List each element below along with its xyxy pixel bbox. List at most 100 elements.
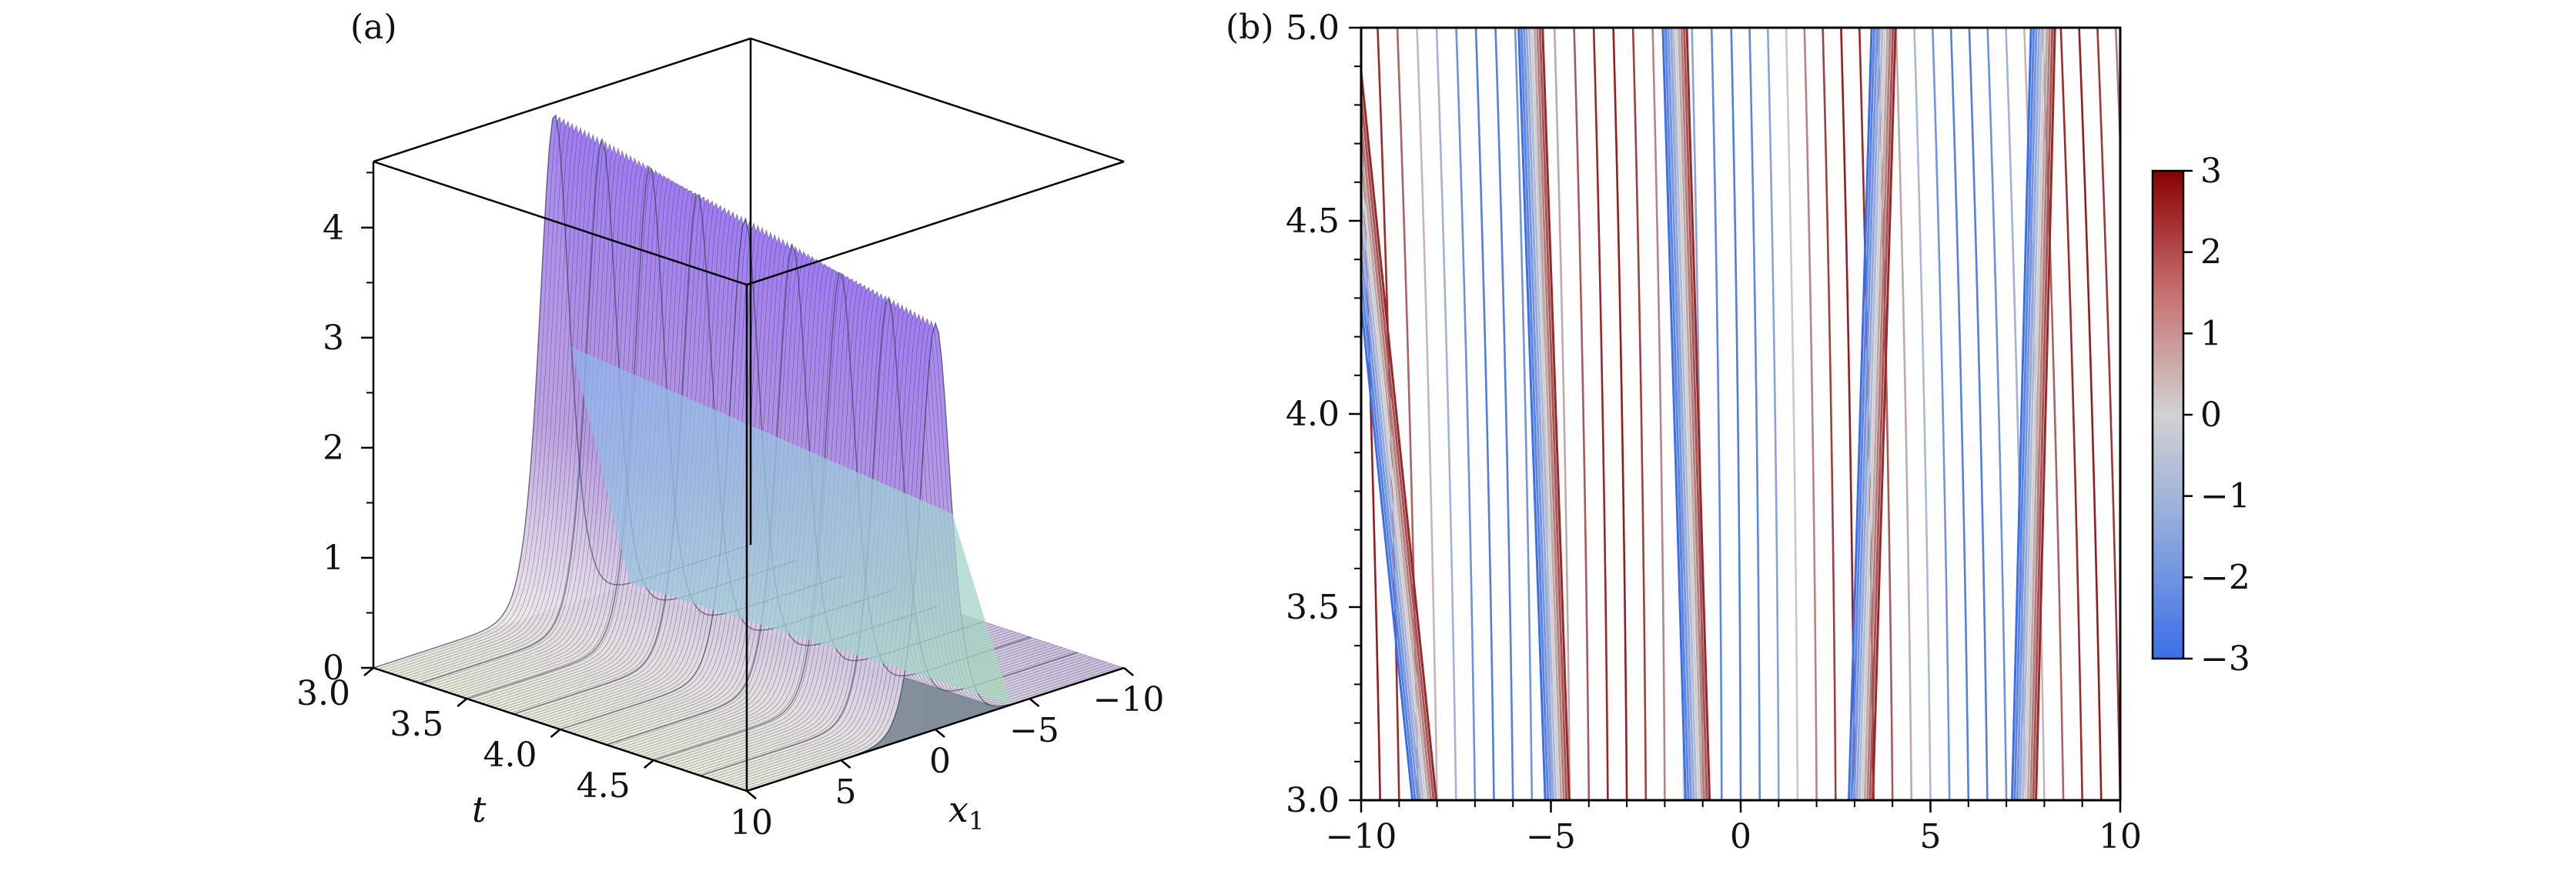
z-tick-label: 0 [323,649,344,688]
contour-lines [1361,28,2120,800]
contour-line [1651,28,1666,800]
contour-line [1785,28,1799,800]
t-tick-label: 4.5 [577,766,631,806]
phase-jump-line [1533,28,1563,800]
phase-jump-line [1669,28,1695,800]
contour-line [1710,28,1723,800]
contour-line [2059,28,2083,800]
phase-jump-line [1517,28,1547,800]
colorbar-tick-label: −3 [2200,639,2250,679]
phase-jump-line [2019,28,2040,800]
phase-jump-line [1674,28,1701,800]
contour-line [1986,28,2008,800]
phase-jump-line [1523,28,1552,800]
phase-jump-line [1531,28,1560,800]
t-tick-label: 3.0 [296,674,350,713]
phase-jump-line [1664,28,1690,800]
x-tick-label: −10 [1326,817,1397,856]
t-tick-label: 3.5 [390,705,443,744]
phase-jump-line [1855,28,1881,800]
y-axis-ticks: 3.0 3.5 4.0 4.5 5.0 [1286,8,1361,820]
y-tick-label: 5.0 [1286,8,1340,48]
phase-jump-line [1848,28,1873,800]
x-tick-label: 0 [929,742,951,781]
phase-jump-line [1863,28,1889,800]
y-tick-label: 4.0 [1286,395,1340,434]
contour-line [1803,28,1818,800]
phase-jump-line [1683,28,1708,800]
contour-line [1748,28,1761,800]
phase-jump-line [1852,28,1878,800]
contour-line [1612,28,1628,800]
contour-line [1932,28,1951,800]
x-tick-mark [746,790,757,799]
phase-jump-line [1685,28,1711,800]
contour-line [1766,28,1780,800]
contour-line [1416,28,1438,800]
colorbar-tick-label: 1 [2200,314,2222,353]
phase-jump-line [2029,28,2051,800]
z-tick-label: 3 [323,319,344,358]
y-tick-label: 4.5 [1286,202,1340,241]
phase-jump-line [2032,28,2054,800]
box-edge [373,160,748,286]
colorbar-tick-label: −2 [2200,558,2250,597]
phase-jump-line [1525,28,1554,800]
box-edge [746,160,1125,286]
phase-jump-line [1667,28,1692,800]
phase-jump-line [1520,28,1550,800]
surface-mesh-line [700,295,1078,776]
panel-b-label: (b) [1226,8,1274,47]
contour-line [1514,28,1534,800]
x-axis-ticks: −10 −5 0 5 10 [1326,800,2142,856]
x-tick-mark [840,759,851,769]
contour-line [1631,28,1648,800]
z-tick-label: 2 [323,429,344,468]
phase-jump-line [1361,292,1414,800]
surface [373,113,1125,792]
z-tick-label: 1 [323,539,344,578]
x-axis-ticks: 10 5 0 −5 −10 [730,667,1164,843]
phase-jump-line [1872,28,1897,800]
t-tick-mark [363,667,374,676]
phase-jump-line [1680,28,1706,800]
colorbar-gradient [2151,169,2185,660]
x-tick-mark [935,729,945,738]
t-tick-mark [457,698,468,707]
panel-a-label: (a) [350,8,397,47]
phase-jump-line [1678,28,1703,800]
phase-jump-line [1361,86,1435,800]
phase-jump-line [2011,28,2032,800]
contour-line [1968,28,1989,800]
contour-line [2096,28,2120,800]
t-axis-ticks: 3.0 3.5 4.0 4.5 [296,667,654,806]
x-tick-label: 5 [1920,817,1942,856]
phase-jump-line [1538,28,1568,800]
colorbar-tick-label: −1 [2200,477,2250,516]
x-axis-label-main: x [948,789,969,830]
phase-jump-line [1527,28,1557,800]
contour-line [2078,28,2103,800]
contour-line [1949,28,1970,800]
phase-jump-line [1868,28,1895,800]
contour-line [1840,28,1856,800]
colorbar-tick-label: 0 [2200,395,2222,435]
contour-line [1592,28,1609,800]
contour-line [1895,28,1913,800]
phase-jump-line [1536,28,1565,800]
surface-back-face [571,347,1011,704]
phase-jump-line [1858,28,1884,800]
phase-jump-line [1866,28,1892,800]
colorbar-ticks: 3 2 1 0 −1 −2 −3 [2183,152,2250,679]
x-tick-mark [1029,698,1040,707]
phase-jump-line [1361,266,1417,800]
x-tick-label: 0 [1730,817,1751,856]
phase-jump-line [2026,28,2049,800]
z-axis-ticks: 0 1 2 3 4 [323,172,373,688]
z-tick-label: 4 [323,209,344,248]
phase-jump-line [1661,28,1687,800]
phase-jump-line [1361,241,1419,800]
contour-line [1494,28,1514,800]
